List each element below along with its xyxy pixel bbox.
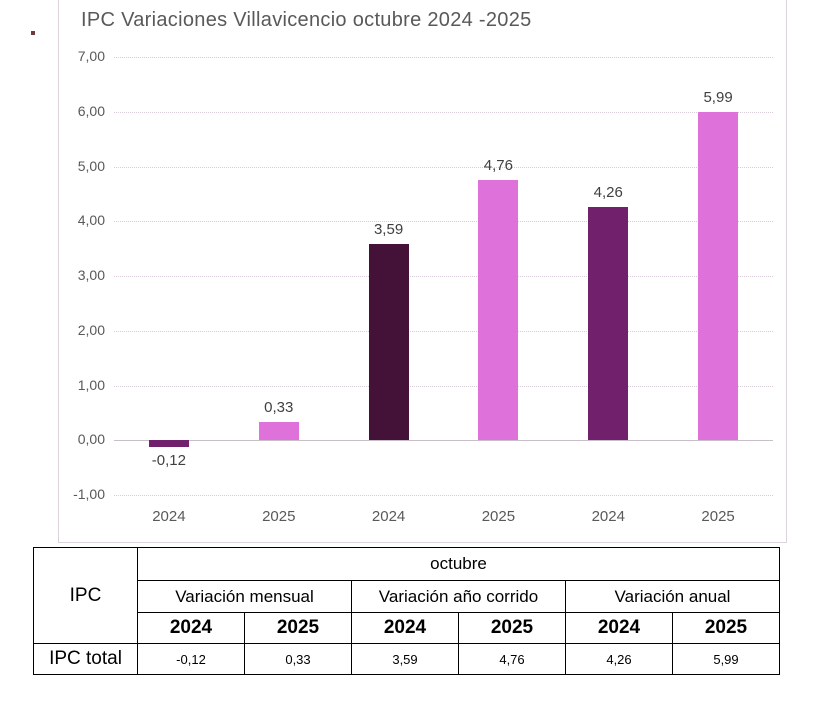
y-axis-tick-label: 3,00 xyxy=(77,267,105,283)
bar-value-label: -0,12 xyxy=(151,451,186,469)
y-axis-tick-label: 6,00 xyxy=(77,102,105,119)
x-axis-tick-label: 2025 xyxy=(701,508,735,525)
table-value-cell: 5,99 xyxy=(672,643,780,675)
table-group-header-anual: Variación anual xyxy=(565,580,780,613)
table-group-header-ano-corrido: Variación año corrido xyxy=(351,580,566,613)
x-axis-tick-label: 2024 xyxy=(152,508,186,525)
gridline xyxy=(114,221,773,223)
y-axis-tick-label: 7,00 xyxy=(77,48,105,64)
bar xyxy=(698,112,739,441)
bar xyxy=(478,179,519,441)
bar xyxy=(148,440,189,447)
table-year-header: 2024 xyxy=(565,612,673,644)
table-year-header: 2025 xyxy=(672,612,780,644)
bar-value-label: 3,59 xyxy=(373,220,404,238)
plot-area: 7,00 6,00 5,00 4,00 3,00 2,00 1,00 0,00 -1,00 -0,… xyxy=(59,0,786,542)
bar-value-label: 5,99 xyxy=(703,89,733,107)
gridline xyxy=(114,330,773,332)
zero-axis-line xyxy=(114,440,773,442)
table-year-header: 2025 xyxy=(244,612,352,644)
x-axis-tick-label: 2024 xyxy=(371,508,406,525)
y-axis-tick-label: 5,00 xyxy=(77,157,105,174)
table-year-header: 2025 xyxy=(458,612,566,644)
table-value-cell: 3,59 xyxy=(351,643,459,675)
summary-table: IPC octubre Variación mensual Variación … xyxy=(33,547,780,675)
y-axis-tick-label: -1,00 xyxy=(73,486,105,502)
gridline xyxy=(114,495,773,496)
x-axis-tick-label: 2024 xyxy=(591,508,625,525)
table-value-cell: -0,12 xyxy=(137,643,245,675)
gridline xyxy=(114,111,773,113)
table-year-header: 2024 xyxy=(351,612,459,644)
bar xyxy=(588,207,629,441)
gridline xyxy=(114,385,773,387)
table-corner-label: IPC xyxy=(33,547,138,644)
table-year-header: 2024 xyxy=(137,612,245,644)
table-group-header-mensual: Variación mensual xyxy=(137,580,352,613)
gridline xyxy=(114,276,773,277)
table-row-label: IPC total xyxy=(33,643,138,675)
table-month-header: octubre xyxy=(137,547,780,581)
table-value-cell: 4,26 xyxy=(565,643,673,675)
x-axis-tick-label: 2025 xyxy=(481,508,516,525)
bar-value-label: 0,33 xyxy=(264,399,294,417)
chart-panel: IPC Variaciones Villavicencio octubre 20… xyxy=(58,0,787,543)
bar xyxy=(258,422,299,441)
table-row: IPC total -0,12 0,33 3,59 4,76 4,26 5,99 xyxy=(33,643,780,675)
y-axis-tick-label: 1,00 xyxy=(77,376,105,393)
gridline xyxy=(114,166,773,168)
gridline xyxy=(114,57,773,58)
chart-title: IPC Variaciones Villavicencio octubre 20… xyxy=(81,9,532,31)
bar xyxy=(368,243,409,441)
bar-value-label: 4,76 xyxy=(483,156,513,174)
x-axis-tick-label: 2025 xyxy=(262,508,296,525)
table-value-cell: 0,33 xyxy=(244,643,352,675)
y-axis-tick-label: 4,00 xyxy=(77,212,105,229)
stray-mark xyxy=(31,31,35,35)
y-axis-tick-label: 2,00 xyxy=(77,321,105,338)
y-axis-tick-label: 0,00 xyxy=(77,431,105,448)
bar-value-label: 4,26 xyxy=(593,184,623,201)
table-value-cell: 4,76 xyxy=(458,643,566,675)
